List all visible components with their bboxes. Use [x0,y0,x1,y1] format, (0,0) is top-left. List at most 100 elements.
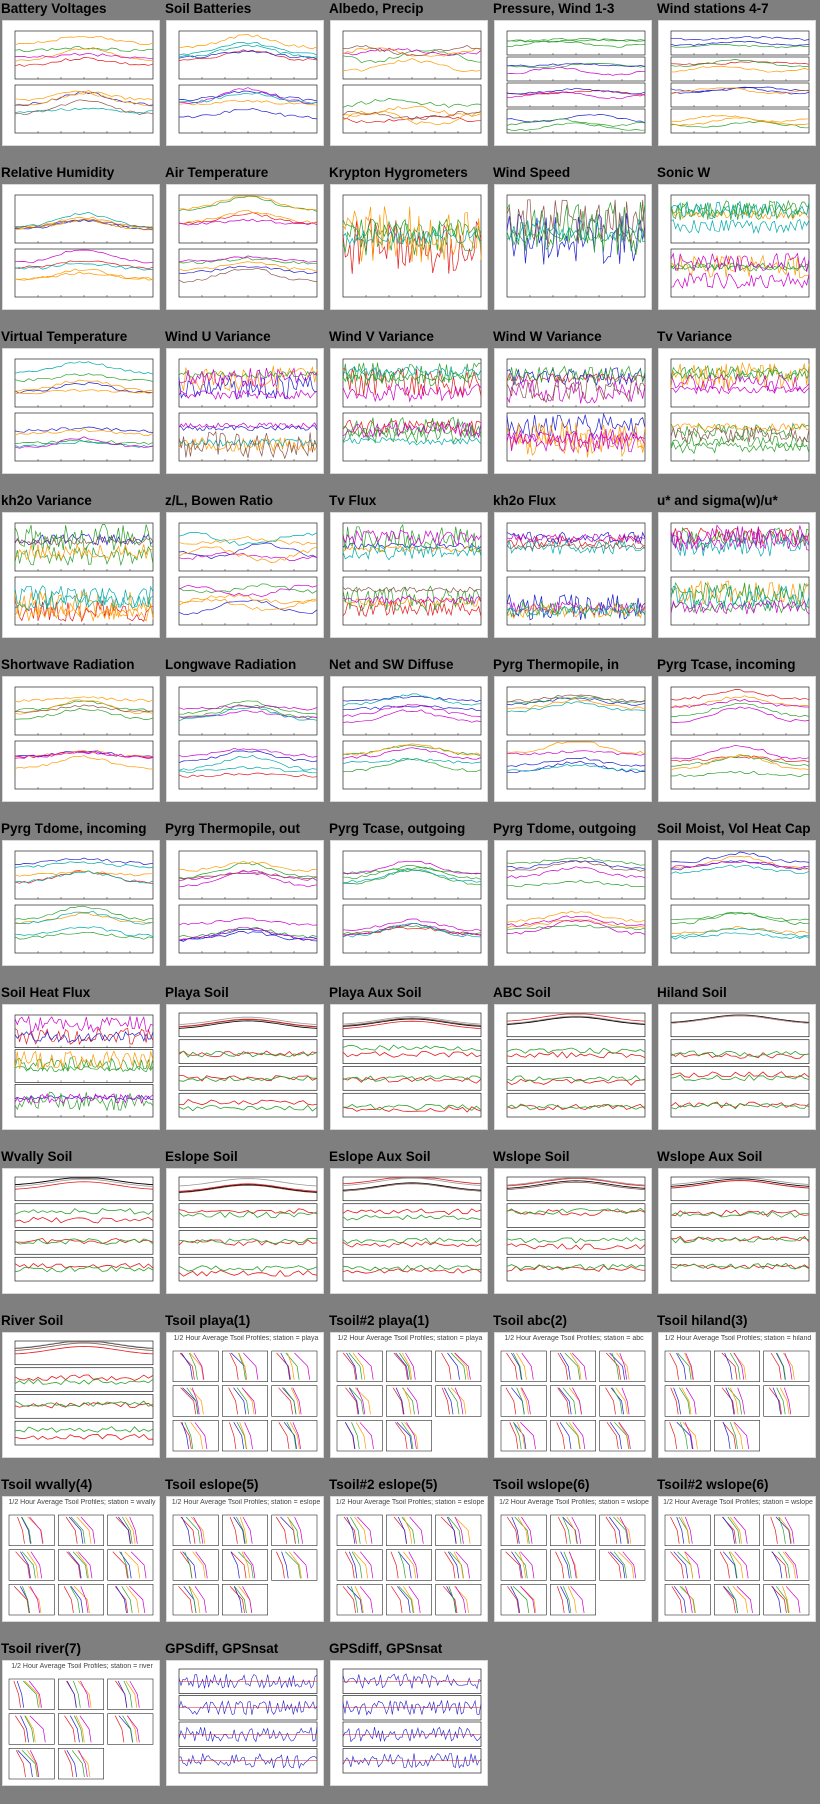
plot-thumbnail[interactable] [2,512,160,638]
plot-thumbnail[interactable] [330,676,488,802]
plot-thumbnail[interactable] [2,348,160,474]
plot-title-link[interactable]: River Soil [1,1313,64,1328]
plot-thumbnail[interactable] [494,512,652,638]
plot-thumbnail[interactable] [2,1168,160,1294]
plot-tile[interactable]: GPSdiff, GPSnsat [164,1640,328,1804]
plot-title-link[interactable]: Playa Soil [165,985,229,1000]
plot-thumbnail[interactable]: 1/2 Hour Average Tsoil Profiles; station… [166,1332,324,1458]
plot-thumbnail[interactable] [658,512,816,638]
plot-title-link[interactable]: kh2o Variance [1,493,92,508]
plot-tile[interactable]: GPSdiff, GPSnsat [328,1640,492,1804]
plot-thumbnail[interactable] [330,512,488,638]
plot-thumbnail[interactable]: 1/2 Hour Average Tsoil Profiles; station… [2,1660,160,1786]
plot-tile[interactable]: Net and SW Diffuse [328,656,492,820]
plot-thumbnail[interactable]: 1/2 Hour Average Tsoil Profiles; station… [658,1332,816,1458]
plot-thumbnail[interactable]: 1/2 Hour Average Tsoil Profiles; station… [330,1332,488,1458]
plot-tile[interactable]: River Soil [0,1312,164,1476]
plot-thumbnail[interactable]: 1/2 Hour Average Tsoil Profiles; station… [330,1496,488,1622]
plot-tile[interactable]: Wslope Aux Soil [656,1148,820,1312]
plot-thumbnail[interactable] [166,1004,324,1130]
plot-thumbnail[interactable] [166,1168,324,1294]
plot-tile[interactable]: z/L, Bowen Ratio [164,492,328,656]
plot-thumbnail[interactable] [2,1004,160,1130]
plot-title-link[interactable]: Pyrg Tcase, incoming [657,657,796,672]
plot-title-link[interactable]: Virtual Temperature [1,329,128,344]
plot-title-link[interactable]: Pyrg Thermopile, in [493,657,620,672]
plot-tile[interactable]: Tsoil wvally(4) 1/2 Hour Average Tsoil Pr… [0,1476,164,1640]
plot-thumbnail[interactable]: 1/2 Hour Average Tsoil Profiles; station… [494,1496,652,1622]
plot-title-link[interactable]: Pyrg Tcase, outgoing [329,821,466,836]
plot-title-link[interactable]: Air Temperature [165,165,269,180]
plot-title-link[interactable]: Krypton Hygrometers [329,165,468,180]
plot-title-link[interactable]: kh2o Flux [493,493,557,508]
plot-tile[interactable]: Soil Heat Flux [0,984,164,1148]
plot-thumbnail[interactable] [330,1004,488,1130]
plot-title-link[interactable]: Soil Heat Flux [1,985,91,1000]
plot-tile[interactable]: Longwave Radiation [164,656,328,820]
plot-tile[interactable]: Wind W Variance [492,328,656,492]
plot-title-link[interactable]: GPSdiff, GPSnsat [165,1641,279,1656]
plot-title-link[interactable]: Eslope Aux Soil [329,1149,431,1164]
plot-title-link[interactable]: Wind stations 4-7 [657,1,769,16]
plot-title-link[interactable]: Tsoil playa(1) [165,1313,251,1328]
plot-thumbnail[interactable] [494,840,652,966]
plot-tile[interactable]: u* and sigma(w)/u* [656,492,820,656]
plot-tile[interactable]: Tsoil river(7) 1/2 Hour Average Tsoil Pro… [0,1640,164,1804]
plot-title-link[interactable]: Longwave Radiation [165,657,297,672]
plot-title-link[interactable]: Tsoil#2 playa(1) [329,1313,430,1328]
plot-tile[interactable]: Wind U Variance [164,328,328,492]
plot-thumbnail[interactable] [494,20,652,146]
plot-thumbnail[interactable]: 1/2 Hour Average Tsoil Profiles; station… [658,1496,816,1622]
plot-thumbnail[interactable] [658,348,816,474]
plot-tile[interactable]: ABC Soil [492,984,656,1148]
plot-thumbnail[interactable] [166,840,324,966]
plot-title-link[interactable]: Wind U Variance [165,329,271,344]
plot-thumbnail[interactable] [330,348,488,474]
plot-title-link[interactable]: ABC Soil [493,985,551,1000]
plot-title-link[interactable]: Pyrg Tdome, outgoing [493,821,637,836]
plot-tile[interactable]: kh2o Flux [492,492,656,656]
plot-thumbnail[interactable] [166,512,324,638]
plot-tile[interactable]: Wind Speed [492,164,656,328]
plot-title-link[interactable]: Albedo, Precip [329,1,424,16]
plot-title-link[interactable]: Playa Aux Soil [329,985,422,1000]
plot-tile[interactable]: Wind stations 4-7 [656,0,820,164]
plot-tile[interactable]: Tv Flux [328,492,492,656]
plot-thumbnail[interactable]: 1/2 Hour Average Tsoil Profiles; station… [166,1496,324,1622]
plot-thumbnail[interactable] [166,20,324,146]
plot-tile[interactable]: Pyrg Tdome, outgoing [492,820,656,984]
plot-thumbnail[interactable] [2,184,160,310]
plot-thumbnail[interactable] [166,184,324,310]
plot-title-link[interactable]: Hiland Soil [657,985,727,1000]
plot-thumbnail[interactable] [494,348,652,474]
plot-title-link[interactable]: Pressure, Wind 1-3 [493,1,615,16]
plot-thumbnail[interactable] [494,1004,652,1130]
plot-title-link[interactable]: Pyrg Thermopile, out [165,821,301,836]
plot-thumbnail[interactable] [658,676,816,802]
plot-tile[interactable]: kh2o Variance [0,492,164,656]
plot-title-link[interactable]: Wind W Variance [493,329,602,344]
plot-thumbnail[interactable] [2,1332,160,1458]
plot-tile[interactable]: Pressure, Wind 1-3 [492,0,656,164]
plot-tile[interactable]: Tv Variance [656,328,820,492]
plot-thumbnail[interactable] [330,184,488,310]
plot-thumbnail[interactable] [2,20,160,146]
plot-thumbnail[interactable] [658,1004,816,1130]
plot-tile[interactable]: Sonic W [656,164,820,328]
plot-title-link[interactable]: Relative Humidity [1,165,115,180]
plot-thumbnail[interactable] [658,20,816,146]
plot-thumbnail[interactable] [330,20,488,146]
plot-tile[interactable]: Shortwave Radiation [0,656,164,820]
plot-title-link[interactable]: Tsoil river(7) [1,1641,82,1656]
plot-title-link[interactable]: Tsoil#2 eslope(5) [329,1477,438,1492]
plot-thumbnail[interactable] [2,676,160,802]
plot-title-link[interactable]: u* and sigma(w)/u* [657,493,778,508]
plot-tile[interactable]: Air Temperature [164,164,328,328]
plot-tile[interactable]: Pyrg Tcase, incoming [656,656,820,820]
plot-tile[interactable]: Tsoil hiland(3) 1/2 Hour Average Tsoil Pr… [656,1312,820,1476]
plot-title-link[interactable]: z/L, Bowen Ratio [165,493,273,508]
plot-thumbnail[interactable] [166,1660,324,1786]
plot-tile[interactable]: Pyrg Tcase, outgoing [328,820,492,984]
plot-thumbnail[interactable] [658,184,816,310]
plot-thumbnail[interactable] [494,184,652,310]
